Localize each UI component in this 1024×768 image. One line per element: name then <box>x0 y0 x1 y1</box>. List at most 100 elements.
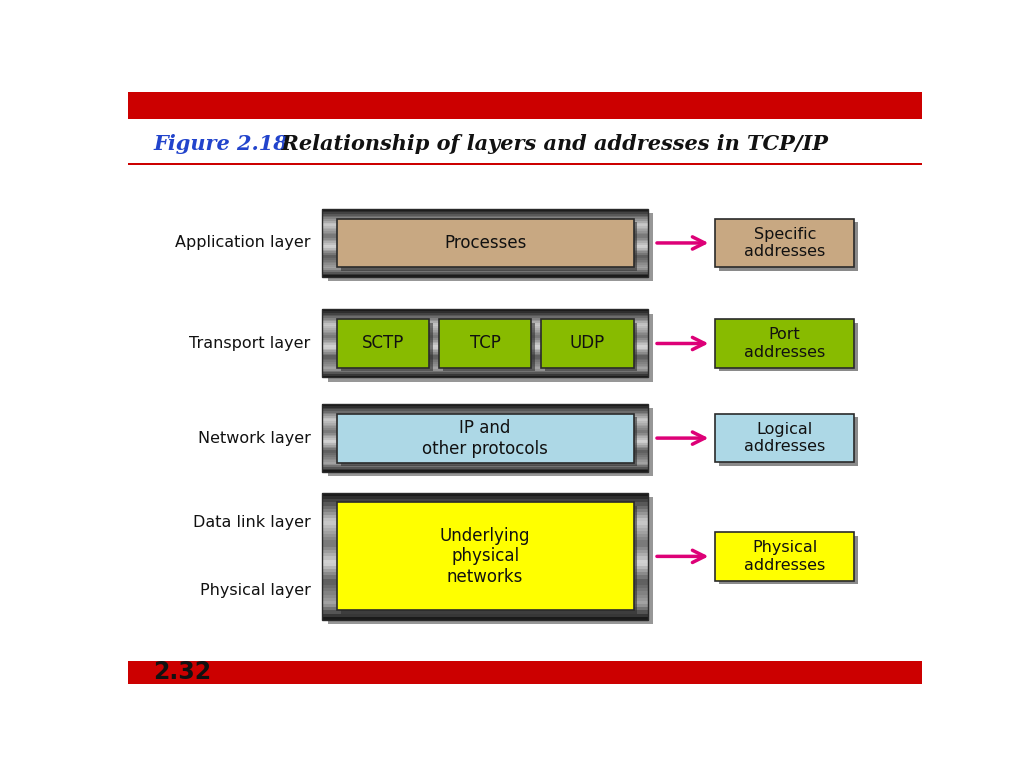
Bar <box>323 465 648 467</box>
Bar <box>323 343 648 345</box>
Text: SCTP: SCTP <box>361 335 403 353</box>
Bar <box>323 598 648 601</box>
Bar <box>323 273 648 275</box>
Bar <box>323 404 648 472</box>
Bar <box>323 355 648 357</box>
Text: IP and
other protocols: IP and other protocols <box>422 419 548 458</box>
Bar <box>323 492 648 496</box>
Bar <box>323 456 648 458</box>
Bar <box>323 357 648 359</box>
Bar <box>323 338 648 340</box>
Bar <box>323 581 648 585</box>
Bar <box>323 495 648 499</box>
Bar <box>323 432 648 435</box>
Bar <box>323 336 648 339</box>
Bar <box>323 607 648 611</box>
Bar <box>323 446 648 449</box>
Bar <box>323 209 648 210</box>
Bar <box>323 448 648 450</box>
Bar <box>323 268 648 270</box>
Bar <box>323 359 648 360</box>
Text: Underlying
physical
networks: Underlying physical networks <box>440 527 530 586</box>
Bar <box>323 521 648 525</box>
Bar <box>323 260 648 262</box>
Bar <box>323 266 648 269</box>
Bar <box>323 463 648 465</box>
Text: Transport layer: Transport layer <box>189 336 310 351</box>
Bar <box>715 219 854 267</box>
Bar <box>323 227 648 230</box>
Bar <box>323 374 648 376</box>
Bar <box>323 345 648 347</box>
Bar <box>323 453 648 455</box>
Bar <box>323 550 648 553</box>
Bar <box>337 319 429 368</box>
Bar <box>542 319 634 368</box>
Bar <box>323 544 648 547</box>
Bar <box>323 362 648 364</box>
Bar <box>323 556 648 560</box>
Bar <box>323 352 648 354</box>
Bar <box>323 445 648 447</box>
Bar <box>715 532 854 581</box>
Bar <box>323 502 648 505</box>
Bar <box>323 594 648 598</box>
Bar <box>323 313 648 315</box>
Bar <box>323 310 648 378</box>
Bar <box>323 470 648 472</box>
Bar <box>341 222 638 271</box>
Bar <box>323 346 648 349</box>
Bar <box>323 565 648 569</box>
Bar <box>323 331 648 333</box>
Bar <box>719 536 858 584</box>
Bar <box>323 237 648 240</box>
Text: Physical
addresses: Physical addresses <box>744 540 825 573</box>
Bar <box>323 537 648 541</box>
Bar <box>323 216 648 217</box>
Bar <box>323 376 648 378</box>
Bar <box>323 418 648 419</box>
Bar <box>323 328 648 330</box>
Bar <box>323 415 648 418</box>
Bar <box>323 219 648 221</box>
Bar <box>443 323 536 372</box>
Bar <box>323 559 648 563</box>
Bar <box>323 241 648 243</box>
Bar <box>323 250 648 251</box>
Bar <box>323 562 648 566</box>
Bar <box>719 222 858 271</box>
Bar <box>323 460 648 462</box>
Text: Logical
addresses: Logical addresses <box>744 422 825 455</box>
Bar <box>323 363 648 366</box>
Text: Port
addresses: Port addresses <box>744 327 825 359</box>
Bar <box>323 406 648 408</box>
Bar <box>323 452 648 453</box>
Bar <box>323 233 648 234</box>
Bar <box>323 349 648 350</box>
Bar <box>323 409 648 411</box>
Bar <box>323 428 648 429</box>
Bar <box>323 411 648 412</box>
Bar <box>323 226 648 227</box>
Bar <box>323 209 648 277</box>
Bar <box>323 234 648 236</box>
Bar <box>323 253 648 255</box>
Bar <box>323 431 648 433</box>
Bar <box>323 370 648 372</box>
Bar <box>323 339 648 342</box>
Bar <box>128 92 922 119</box>
Bar <box>323 329 648 332</box>
Bar <box>323 321 648 323</box>
Bar <box>323 272 648 273</box>
Bar <box>341 417 638 466</box>
Bar <box>323 366 648 367</box>
Bar <box>323 230 648 233</box>
Bar <box>323 372 648 374</box>
Bar <box>323 404 648 406</box>
Bar <box>323 455 648 457</box>
Bar <box>323 261 648 263</box>
Bar <box>328 409 653 476</box>
Bar <box>323 547 648 550</box>
Text: 2.32: 2.32 <box>154 660 212 684</box>
Bar <box>719 323 858 371</box>
